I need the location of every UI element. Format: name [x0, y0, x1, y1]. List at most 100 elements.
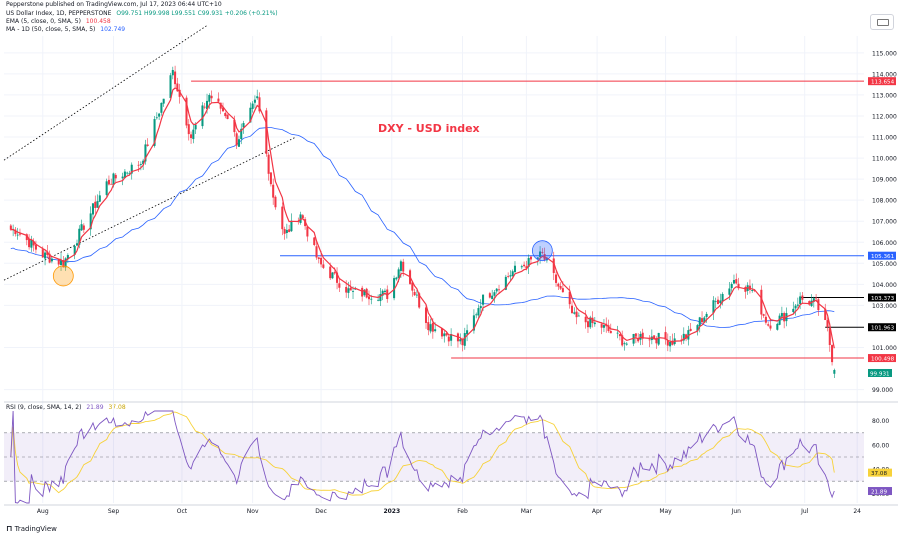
candle-body[interactable] [730, 284, 733, 289]
candle-body[interactable] [669, 341, 672, 347]
candle-body[interactable] [600, 324, 603, 328]
candle-body[interactable] [559, 285, 562, 289]
candle-body[interactable] [621, 335, 624, 346]
candle-body[interactable] [80, 224, 83, 231]
candle-body[interactable] [507, 276, 510, 277]
candle-body[interactable] [290, 220, 293, 232]
candle-body[interactable] [75, 243, 79, 246]
candle-body[interactable] [641, 332, 644, 339]
candle-body[interactable] [386, 289, 389, 299]
symbol-line[interactable]: US Dollar Index, 1D, PEPPERSTONE O99.751… [6, 10, 281, 18]
candle-body[interactable] [224, 112, 227, 117]
candle-body[interactable] [810, 300, 813, 307]
candle-body[interactable] [114, 174, 117, 179]
candle-body[interactable] [383, 290, 386, 292]
candle-body[interactable] [301, 215, 304, 219]
candle-body[interactable] [235, 133, 238, 146]
candle-body[interactable] [721, 293, 724, 302]
candle-body[interactable] [190, 134, 193, 139]
candle-body[interactable] [794, 305, 797, 309]
candle-body[interactable] [575, 311, 578, 318]
candle-body[interactable] [267, 154, 270, 174]
candle-body[interactable] [363, 289, 366, 296]
candle-body[interactable] [194, 124, 197, 130]
candle-body[interactable] [732, 280, 735, 284]
candle-body[interactable] [402, 261, 405, 272]
candle-body[interactable] [185, 97, 188, 126]
rsi-ma-line[interactable] [10, 411, 835, 496]
candle-body[interactable] [477, 308, 480, 316]
candle-body[interactable] [616, 332, 619, 334]
candle-body[interactable] [283, 228, 286, 234]
candle-body[interactable] [142, 160, 145, 165]
highlight-circle[interactable] [531, 240, 553, 262]
candle-body[interactable] [178, 89, 181, 97]
candle-body[interactable] [393, 278, 396, 299]
candle-body[interactable] [609, 330, 612, 334]
candle-body[interactable] [272, 184, 275, 198]
candle-body[interactable] [808, 301, 811, 305]
candle-body[interactable] [701, 318, 704, 323]
candle-body[interactable] [73, 246, 76, 255]
ma-legend-label[interactable]: MA - 1D (50, close, 5, SMA, 5) [6, 26, 96, 33]
candle-body[interactable] [413, 291, 416, 296]
candle-body[interactable] [16, 234, 19, 236]
candle-body[interactable] [96, 201, 99, 208]
candle-body[interactable] [689, 328, 692, 331]
candle-body[interactable] [812, 298, 815, 302]
candle-body[interactable] [139, 164, 142, 165]
candle-body[interactable] [584, 316, 587, 323]
candle-body[interactable] [377, 299, 380, 301]
candle-body[interactable] [381, 290, 384, 296]
rsi-legend-label[interactable]: RSI (9, close, SMA, 14, 2) [6, 404, 82, 411]
candle-body[interactable] [495, 288, 498, 292]
candle-body[interactable] [696, 325, 699, 332]
candle-body[interactable] [144, 144, 147, 162]
candle-body[interactable] [557, 283, 560, 287]
candle-body[interactable] [593, 322, 596, 325]
candle-body[interactable] [577, 315, 580, 317]
candle-body[interactable] [586, 321, 590, 328]
candle-body[interactable] [130, 164, 133, 174]
candle-body[interactable] [34, 244, 37, 250]
candle-body[interactable] [269, 172, 272, 185]
candle-body[interactable] [219, 102, 222, 109]
candle-body[interactable] [345, 286, 348, 293]
candle-body[interactable] [32, 241, 35, 246]
candle-body[interactable] [192, 129, 195, 140]
candle-body[interactable] [25, 234, 28, 241]
candle-body[interactable] [482, 294, 485, 305]
candle-body[interactable] [253, 99, 256, 103]
candle-body[interactable] [379, 294, 382, 302]
candle-body[interactable] [89, 213, 92, 230]
candle-body[interactable] [317, 257, 320, 259]
candle-body[interactable] [443, 333, 446, 337]
candle-body[interactable] [30, 239, 33, 248]
candle-body[interactable] [160, 102, 163, 113]
candle-body[interactable] [801, 295, 804, 300]
ma-50-line[interactable] [10, 127, 835, 328]
candle-body[interactable] [126, 172, 129, 174]
candle-body[interactable] [240, 128, 243, 140]
candle-body[interactable] [568, 291, 571, 305]
candle-body[interactable] [817, 299, 820, 311]
candle-body[interactable] [336, 272, 339, 283]
candle-body[interactable] [737, 283, 740, 289]
candle-body[interactable] [625, 343, 628, 345]
candle-body[interactable] [112, 173, 115, 186]
maximize-button[interactable] [870, 14, 894, 30]
candle-body[interactable] [397, 269, 400, 278]
candle-body[interactable] [637, 338, 640, 342]
candle-body[interactable] [555, 274, 558, 283]
candle-body[interactable] [760, 289, 763, 315]
candle-body[interactable] [527, 258, 530, 267]
candle-body[interactable] [664, 332, 667, 340]
highlight-circle[interactable] [52, 265, 74, 287]
candle-body[interactable] [91, 203, 94, 215]
candle-body[interactable] [472, 315, 475, 331]
rsi-line[interactable] [10, 410, 835, 504]
candle-body[interactable] [520, 266, 523, 268]
candle-body[interactable] [347, 288, 350, 293]
candle-body[interactable] [274, 196, 277, 208]
